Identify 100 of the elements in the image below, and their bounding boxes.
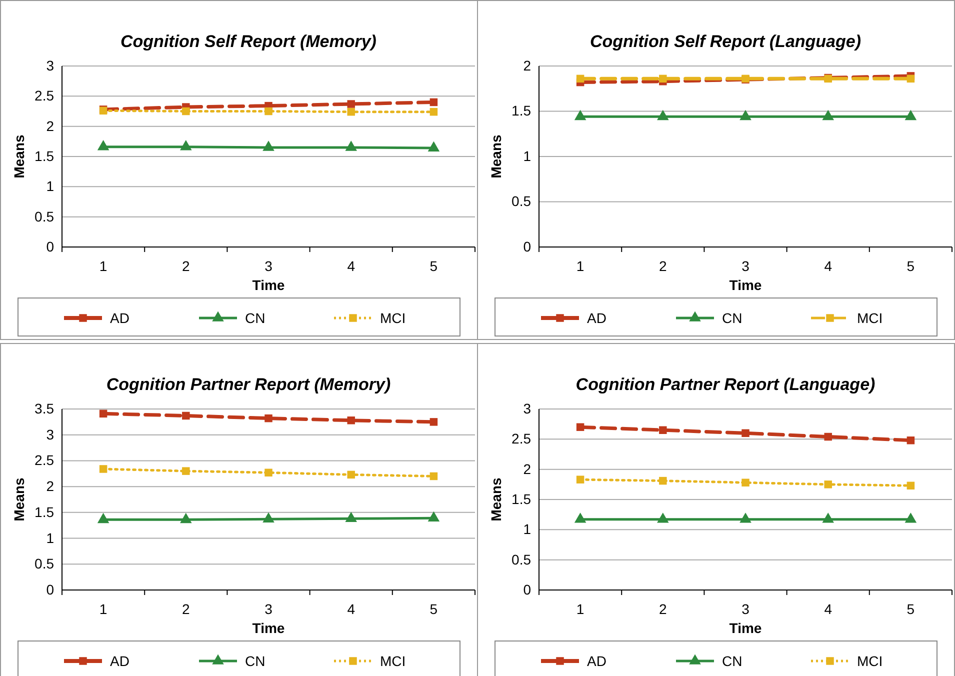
point [345, 512, 357, 522]
legend-label: CN [722, 310, 742, 326]
y-tick-label: 2.5 [34, 452, 54, 468]
point [742, 478, 750, 486]
y-axis-title: Means [488, 134, 504, 178]
point [576, 423, 584, 431]
point [659, 476, 667, 485]
y-tick-label: 2.5 [34, 88, 54, 104]
y-axis-title: Means [488, 478, 504, 522]
legend-label: MCI [857, 310, 883, 326]
y-tick-label: 2.5 [512, 430, 532, 447]
point [347, 416, 355, 424]
legend-label: MCI [857, 653, 883, 669]
legend-label: AD [587, 653, 606, 669]
chart-title: Cognition Self Report (Memory) [120, 32, 377, 51]
x-tick-label: 5 [906, 600, 915, 617]
chart-title: Cognition Self Report (Language) [590, 32, 862, 51]
y-tick-label: 1.5 [512, 490, 532, 507]
point [906, 436, 915, 444]
y-axis-title: Means [11, 478, 27, 522]
point [822, 512, 834, 523]
point [182, 467, 190, 475]
x-axis-title: Time [252, 620, 285, 636]
point [576, 476, 584, 484]
x-tick-label: 4 [824, 258, 832, 274]
y-tick-label: 3.5 [34, 400, 54, 416]
y-tick-label: 2 [46, 478, 54, 494]
legend-label: CN [245, 653, 266, 669]
x-tick-label: 1 [576, 600, 584, 617]
x-axis-title: Time [729, 620, 762, 636]
x-axis-title: Time [252, 277, 285, 293]
x-tick-label: 4 [347, 600, 356, 617]
y-tick-label: 0 [523, 238, 532, 254]
y-tick-label: 0 [46, 238, 54, 254]
y-tick-label: 2 [523, 460, 532, 477]
x-axis-title: Time [729, 277, 762, 293]
point [742, 429, 750, 438]
x-tick-label: 3 [742, 600, 750, 617]
point [180, 512, 192, 524]
legend-label: AD [110, 653, 130, 669]
y-axis-title: Means [11, 134, 27, 178]
point [904, 512, 917, 523]
point [347, 470, 355, 479]
y-tick-label: 3 [46, 57, 54, 74]
legend-label: AD [110, 310, 130, 326]
chart-title: Cognition Partner Report (Language) [576, 375, 876, 394]
point [430, 418, 438, 426]
point [97, 512, 110, 524]
y-tick-label: 1 [523, 148, 532, 164]
y-tick-label: 2 [523, 57, 532, 74]
y-tick-label: 1.5 [34, 148, 54, 164]
y-tick-label: 3 [523, 400, 532, 416]
x-tick-label: 1 [99, 258, 108, 274]
y-tick-label: 1.5 [512, 102, 532, 119]
x-tick-label: 5 [430, 258, 438, 274]
point [824, 432, 832, 441]
point [99, 465, 108, 473]
point [264, 468, 272, 476]
y-tick-label: 1 [523, 521, 532, 538]
point [574, 512, 586, 523]
point [824, 480, 832, 488]
x-tick-label: 3 [264, 600, 273, 617]
y-tick-label: 0 [523, 581, 532, 598]
y-tick-label: 0.5 [512, 551, 532, 568]
y-tick-label: 1.5 [34, 504, 54, 520]
chart-title: Cognition Partner Report (Memory) [106, 375, 391, 394]
point [264, 414, 272, 422]
legend-label: CN [245, 310, 266, 326]
point [99, 410, 108, 418]
point [182, 412, 190, 420]
y-tick-label: 3 [46, 426, 54, 442]
x-tick-label: 5 [430, 600, 438, 617]
y-tick-label: 0.5 [34, 556, 54, 572]
point [430, 472, 438, 480]
x-tick-label: 1 [576, 258, 584, 274]
x-tick-label: 3 [264, 258, 273, 274]
y-tick-label: 1 [46, 178, 54, 194]
point [262, 512, 274, 523]
y-tick-label: 0.5 [34, 208, 54, 224]
x-tick-label: 2 [659, 600, 667, 617]
point [659, 426, 667, 434]
x-tick-label: 5 [906, 258, 915, 274]
point [428, 511, 440, 522]
x-tick-label: 4 [347, 258, 356, 274]
legend-label: MCI [380, 310, 406, 326]
point [906, 482, 915, 490]
x-tick-label: 1 [99, 600, 108, 617]
legend-label: MCI [380, 653, 406, 669]
x-tick-label: 2 [182, 600, 190, 617]
point [657, 512, 669, 523]
x-tick-label: 4 [824, 600, 832, 617]
legend-label: AD [587, 310, 606, 326]
y-tick-label: 1 [46, 530, 54, 546]
x-tick-label: 2 [659, 258, 667, 274]
x-tick-label: 3 [742, 258, 750, 274]
y-tick-label: 0 [46, 581, 54, 598]
point [740, 512, 752, 523]
x-tick-label: 2 [182, 258, 190, 274]
legend-label: CN [722, 653, 742, 669]
y-tick-label: 2 [46, 118, 54, 134]
